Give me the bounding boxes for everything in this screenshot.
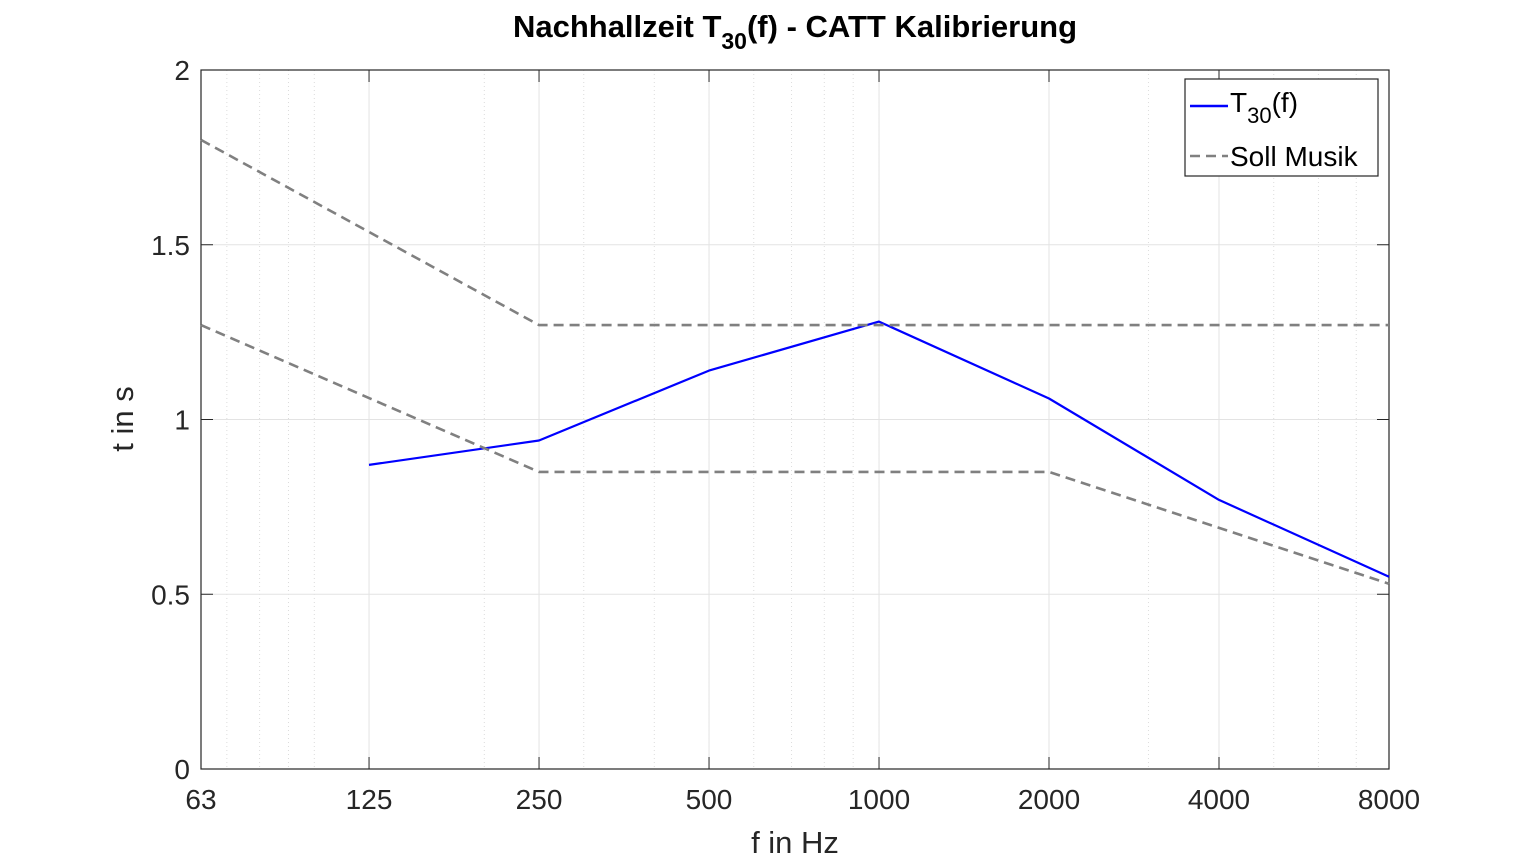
y-tick-label: 0.5	[151, 579, 190, 610]
tick-marks	[200, 69, 1390, 770]
x-axis-label: f in Hz	[751, 825, 839, 860]
series-line-soll-musik-2	[200, 323, 1390, 586]
series-line-t30	[368, 320, 1390, 578]
legend-box	[1184, 78, 1379, 177]
y-tick-label: 1.5	[151, 230, 190, 261]
y-tick-label: 2	[174, 55, 190, 86]
x-tick-label: 2000	[1018, 784, 1080, 815]
x-tick-labels: 63 125 250 500 1000 2000 4000 8000	[185, 784, 1420, 815]
y-tick-label: 1	[174, 405, 190, 436]
x-tick-label: 63	[185, 784, 216, 815]
x-tick-label: 125	[346, 784, 393, 815]
x-tick-label: 500	[686, 784, 733, 815]
chart-title: Nachhallzeit T30(f) - CATT Kalibrierung	[513, 9, 1077, 54]
x-tick-label: 1000	[848, 784, 910, 815]
legend-label-soll-musik: Soll Musik	[1230, 141, 1359, 172]
series-line-soll-musik-1	[200, 138, 1389, 327]
x-tick-label: 4000	[1188, 784, 1250, 815]
y-axis-label: t in s	[105, 386, 140, 451]
y-tick-label: 0	[174, 754, 190, 785]
y-tick-labels: 0 0.5 1 1.5 2	[151, 55, 190, 785]
series-layer	[200, 138, 1390, 586]
x-tick-label: 250	[516, 784, 563, 815]
legend-label-t30: T30(f)	[1230, 87, 1298, 128]
legend: T30(f) Soll Musik	[1184, 78, 1379, 177]
x-tick-label: 8000	[1358, 784, 1420, 815]
